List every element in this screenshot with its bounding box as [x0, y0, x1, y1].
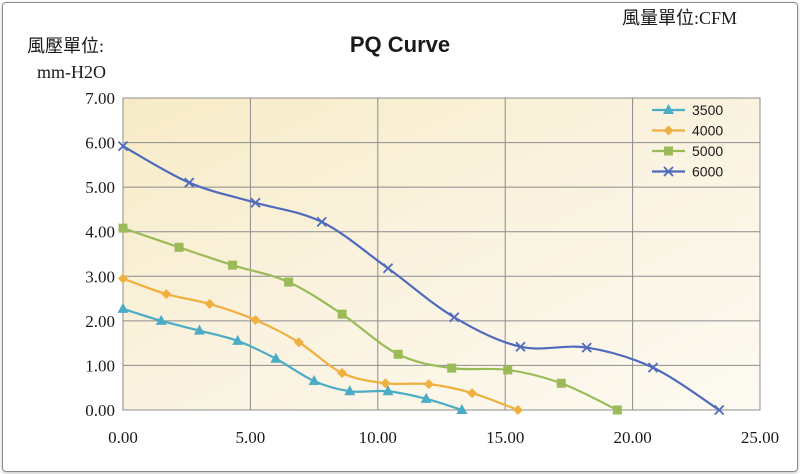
legend-marker	[663, 125, 674, 136]
data-point-4000	[467, 388, 478, 399]
y-tick-label: 5.00	[85, 178, 115, 197]
legend-label: 5000	[692, 143, 723, 159]
data-point-6000	[184, 177, 195, 188]
data-point-4000	[250, 314, 261, 325]
series-layer	[117, 141, 725, 416]
series-line-4000	[122, 277, 519, 412]
x-tick-label: 20.00	[613, 428, 651, 447]
data-point-3500	[193, 324, 205, 335]
data-point-3500	[344, 385, 356, 396]
y-tick-label: 7.00	[85, 89, 115, 108]
data-point-6000	[515, 341, 526, 352]
data-point-4000	[423, 379, 434, 390]
data-point-3500	[456, 404, 468, 414]
series-line-6000	[122, 145, 720, 411]
data-point-6000	[714, 404, 725, 416]
x-tick-label: 15.00	[486, 428, 524, 447]
data-point-3500	[232, 334, 244, 345]
legend-marker	[664, 146, 673, 156]
series-5000	[118, 223, 622, 415]
data-point-5000	[337, 309, 347, 319]
x-axis-label: 風量單位:CFM	[622, 8, 737, 28]
data-point-5000	[393, 349, 403, 359]
data-point-5000	[118, 223, 128, 233]
legend-item-4000: 4000	[652, 123, 723, 139]
data-point-3500	[155, 314, 167, 325]
data-point-5000	[447, 363, 457, 373]
legend-label: 4000	[692, 123, 723, 139]
plot-area	[122, 97, 761, 411]
data-point-3500	[308, 375, 320, 386]
data-point-6000	[316, 216, 327, 228]
x-tick-label: 5.00	[236, 428, 266, 447]
legend-item-3500: 3500	[652, 102, 723, 118]
series-3500	[117, 302, 468, 414]
data-point-6000	[117, 141, 129, 152]
data-point-3500	[420, 392, 432, 403]
data-point-4000	[512, 405, 523, 415]
data-point-5000	[284, 277, 294, 287]
y-axis-label-line2: mm-H2O	[37, 62, 106, 82]
data-point-4000	[118, 273, 128, 284]
y-axis-label-line1: 風壓單位:	[27, 36, 104, 56]
data-point-5000	[556, 378, 566, 388]
data-point-3500	[382, 385, 394, 396]
y-tick-label: 3.00	[85, 267, 115, 286]
data-point-4000	[204, 298, 215, 309]
axis-tick-labels: 0.00 1.00 2.00 3.00 4.00 5.00 6.00 7.00 0.00 5.00…	[85, 89, 779, 447]
y-tick-label: 1.00	[85, 356, 115, 375]
legend-label: 6000	[692, 164, 723, 180]
data-point-3500	[270, 352, 282, 363]
data-point-5000	[612, 405, 622, 415]
data-point-4000	[337, 368, 348, 379]
data-point-6000	[647, 362, 659, 373]
data-point-4000	[161, 289, 172, 300]
legend-label: 3500	[692, 102, 723, 118]
legend-item-5000: 5000	[652, 143, 723, 159]
chart-title: PQ Curve	[350, 32, 450, 57]
series-line-3500	[122, 307, 463, 412]
data-point-6000	[250, 197, 261, 208]
data-point-6000	[449, 312, 460, 323]
gridlines	[122, 97, 761, 411]
y-tick-label: 6.00	[85, 134, 115, 153]
data-point-5000	[503, 365, 513, 375]
series-line-5000	[122, 227, 618, 411]
data-point-6000	[382, 263, 394, 274]
x-tick-label: 0.00	[108, 428, 138, 447]
data-point-6000	[581, 342, 592, 353]
legend-marker	[663, 166, 674, 177]
legend-item-6000: 6000	[652, 164, 723, 180]
y-tick-label: 2.00	[85, 312, 115, 331]
legend-marker	[663, 104, 674, 114]
data-point-5000	[228, 260, 238, 270]
x-tick-label: 10.00	[359, 428, 397, 447]
data-point-5000	[174, 242, 184, 252]
data-point-3500	[117, 302, 129, 313]
series-6000	[117, 141, 725, 416]
y-tick-label: 4.00	[85, 223, 115, 242]
legend: 3500 4000 5000 6000	[652, 102, 723, 180]
y-tick-label: 0.00	[85, 401, 115, 420]
x-tick-label: 25.00	[741, 428, 779, 447]
data-point-4000	[293, 337, 304, 348]
